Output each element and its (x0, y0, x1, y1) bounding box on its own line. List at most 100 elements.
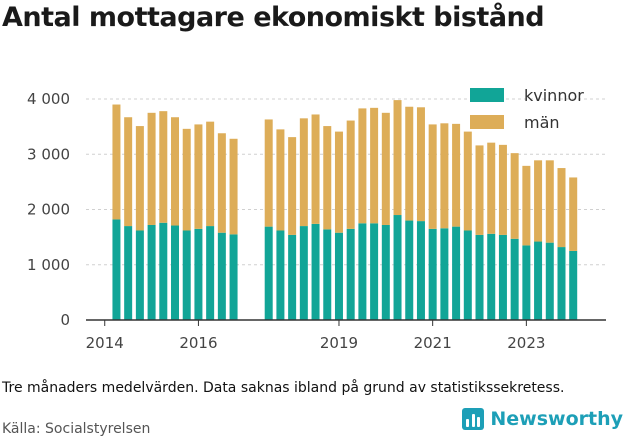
bar-kvinnor (463, 230, 472, 320)
bar-man (194, 124, 203, 229)
chart-title: Antal mottagare ekonomiskt bistånd (2, 2, 545, 33)
bar-man (264, 119, 273, 227)
y-tick-label: 4 000 (27, 90, 70, 108)
bar-man (323, 126, 332, 230)
bar-man (405, 106, 414, 221)
bar-man (545, 160, 554, 243)
bar-kvinnor (416, 221, 425, 320)
bar-kvinnor (147, 224, 156, 320)
bar-man (416, 107, 425, 222)
bar-man (182, 128, 191, 231)
bar-man (171, 117, 180, 226)
bar-man (346, 120, 355, 229)
brand-name: Newsworthy (490, 408, 623, 430)
x-tick-label: 2016 (179, 334, 217, 352)
bar-man (229, 138, 238, 235)
brand-logo: Newsworthy (462, 408, 623, 430)
bar-man (393, 100, 402, 216)
y-axis-tick-labels: 0 1 000 2 000 3 000 4 000 (27, 90, 70, 329)
legend-swatch-man (470, 115, 504, 129)
bar-kvinnor (498, 234, 507, 320)
bar-kvinnor (428, 228, 437, 320)
bar-kvinnor (370, 223, 379, 320)
legend: kvinnor män (470, 86, 584, 132)
bar-kvinnor (135, 230, 144, 320)
bar-man (147, 112, 156, 225)
bar-kvinnor (323, 229, 332, 320)
bar-man (381, 112, 390, 225)
bar-kvinnor (276, 230, 285, 320)
bar-kvinnor (182, 230, 191, 320)
bar-kvinnor (569, 250, 578, 320)
bar-kvinnor (299, 226, 308, 320)
bar-kvinnor (264, 226, 273, 320)
bar-kvinnor (475, 234, 484, 320)
bar-man (522, 165, 531, 246)
bar-man (124, 117, 133, 227)
bar-man (334, 131, 343, 233)
bar-man (487, 142, 496, 234)
bar-kvinnor (534, 241, 543, 320)
bar-man (475, 145, 484, 235)
bar-kvinnor (112, 219, 121, 320)
x-tick-label: 2014 (86, 334, 124, 352)
x-axis: 2014 2016 2019 2021 2023 (86, 319, 606, 352)
bar-man (135, 126, 144, 231)
y-tick-label: 3 000 (27, 145, 70, 163)
bar-man (288, 137, 297, 235)
bar-kvinnor (159, 222, 168, 320)
x-tick-label: 2021 (414, 334, 452, 352)
bar-man (217, 133, 226, 233)
bar-kvinnor (440, 228, 449, 320)
bar-kvinnor (557, 247, 566, 320)
legend-label-man: män (524, 113, 560, 132)
bar-kvinnor (522, 245, 531, 320)
bar-man (358, 108, 367, 224)
bar-kvinnor (229, 234, 238, 320)
bar-man (112, 104, 121, 220)
x-tick-label: 2023 (507, 334, 545, 352)
bar-man (498, 144, 507, 235)
bar-man (299, 118, 308, 227)
bar-kvinnor (288, 234, 297, 320)
bar-kvinnor (358, 223, 367, 320)
bar-man (557, 168, 566, 248)
bar-kvinnor (381, 224, 390, 320)
bar-kvinnor (393, 215, 402, 320)
source-note: Källa: Socialstyrelsen (2, 421, 151, 437)
bar-kvinnor (206, 226, 215, 320)
bar-kvinnor (510, 238, 519, 320)
bar-man (440, 123, 449, 229)
bar-kvinnor (452, 226, 461, 320)
bar-kvinnor (346, 228, 355, 320)
y-tick-label: 2 000 (27, 201, 70, 219)
bar-man (428, 124, 437, 229)
legend-label-kvinnor: kvinnor (524, 86, 584, 105)
bar-kvinnor (311, 223, 320, 320)
y-tick-label: 1 000 (27, 256, 70, 274)
bar-man (510, 153, 519, 239)
bar-man (569, 177, 578, 251)
bar-man (370, 107, 379, 224)
legend-swatch-kvinnor (470, 88, 504, 102)
bar-kvinnor (334, 232, 343, 320)
bar-kvinnor (217, 232, 226, 320)
chart-caption: Tre månaders medelvärden. Data saknas ib… (2, 380, 565, 396)
bar-man (206, 121, 215, 227)
bar-man (463, 131, 472, 231)
x-tick-label: 2019 (320, 334, 358, 352)
bars (112, 100, 578, 320)
bar-kvinnor (194, 228, 203, 320)
bar-kvinnor (405, 220, 414, 320)
bar-man (452, 123, 461, 227)
bar-man (311, 114, 320, 224)
bar-man (534, 160, 543, 242)
bar-man (159, 111, 168, 223)
y-tick-label: 0 (60, 311, 70, 329)
bar-kvinnor (124, 226, 133, 320)
bar-man (276, 129, 285, 231)
bar-kvinnor (487, 233, 496, 320)
bar-kvinnor (171, 225, 180, 320)
bar-kvinnor (545, 242, 554, 320)
